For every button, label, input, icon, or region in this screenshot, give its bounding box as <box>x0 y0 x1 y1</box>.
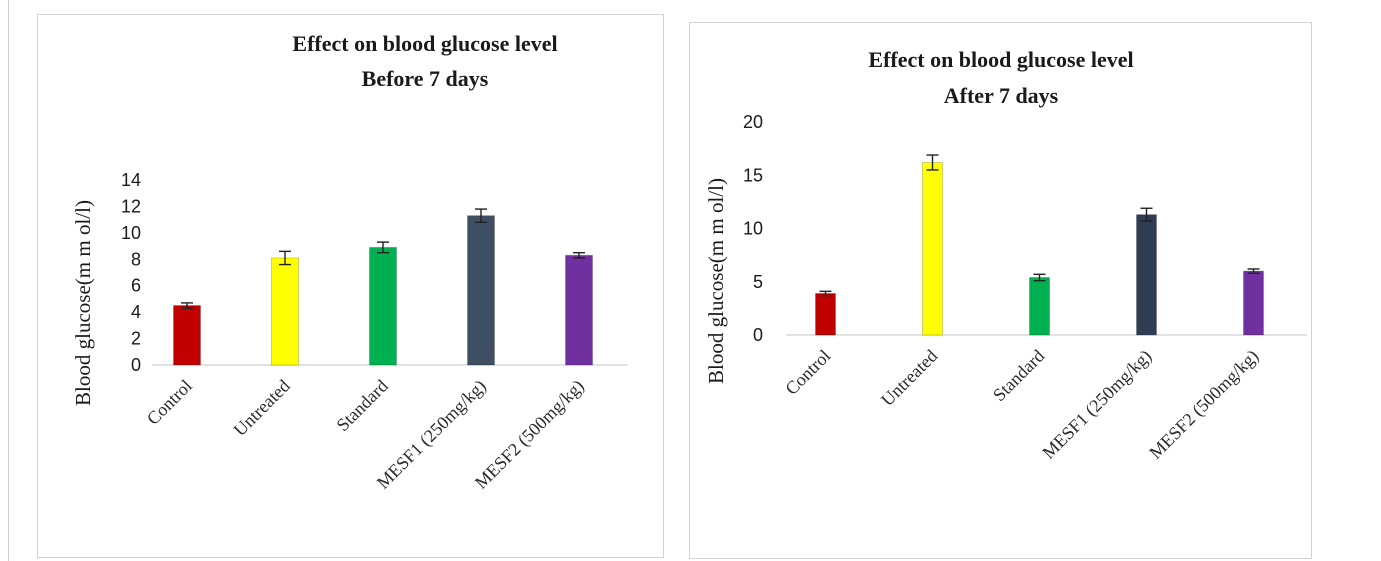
y-tick-label: 20 <box>743 112 763 132</box>
chart-panel-before: Effect on blood glucose level Before 7 da… <box>37 14 664 558</box>
error-bar <box>1140 207 1153 222</box>
x-category-label: MESF1 (250mg/kg) <box>1038 346 1156 464</box>
error-bar <box>279 250 291 266</box>
x-category-label: Untreated <box>230 376 294 440</box>
error-bar <box>1033 273 1046 282</box>
chart-panel-after: Effect on blood glucose level After 7 day… <box>689 22 1312 559</box>
y-axis-label: Blood glucose(m m ol/l) <box>704 178 728 384</box>
x-category-label: Control <box>143 376 196 429</box>
error-bar <box>377 241 389 254</box>
y-tick-label: 8 <box>131 249 141 269</box>
error-bar <box>181 302 193 309</box>
chart-title: Effect on blood glucose level <box>868 47 1133 72</box>
chart-after-7-days: Effect on blood glucose level After 7 day… <box>704 47 1307 464</box>
bar-mesf1-250mg-kg <box>1136 214 1157 336</box>
chart-subtitle: After 7 days <box>944 83 1059 108</box>
bar-mesf2-500mg-kg <box>1243 270 1264 336</box>
y-axis-label: Blood glucose(m m ol/l) <box>71 200 95 406</box>
x-category-label: Control <box>781 346 834 399</box>
chart-subtitle: Before 7 days <box>362 66 489 91</box>
y-tick-label: 0 <box>753 325 763 345</box>
x-category-label: MESF2 (500mg/kg) <box>1145 346 1263 464</box>
bar-untreated <box>271 257 299 366</box>
bar-untreated <box>922 161 943 336</box>
y-tick-label: 0 <box>131 355 141 375</box>
y-tick-label: 4 <box>131 302 141 322</box>
chart-title: Effect on blood glucose level <box>292 31 557 56</box>
y-tick-label: 6 <box>131 276 141 296</box>
y-tick-label: 2 <box>131 329 141 349</box>
y-tick-label: 14 <box>121 170 141 190</box>
bar-control <box>815 292 836 336</box>
y-tick-label: 12 <box>121 196 141 216</box>
page-left-rule <box>8 0 9 561</box>
x-category-label: Untreated <box>877 346 941 410</box>
bar-mesf1-250mg-kg <box>467 215 495 366</box>
error-bar <box>475 208 487 223</box>
error-bar <box>1247 268 1260 274</box>
error-bar <box>573 251 585 259</box>
y-tick-label: 10 <box>743 219 763 239</box>
y-tick-label: 10 <box>121 223 141 243</box>
y-tick-label: 15 <box>743 165 763 185</box>
x-category-label: Standard <box>989 346 1048 405</box>
bar-mesf2-500mg-kg <box>565 254 593 366</box>
bar-standard <box>369 246 397 366</box>
error-bar <box>819 290 832 297</box>
bar-standard <box>1029 276 1050 336</box>
x-category-label: MESF2 (500mg/kg) <box>471 376 589 494</box>
x-category-label: Standard <box>332 376 391 435</box>
error-bar <box>926 154 939 171</box>
bar-control <box>173 305 201 366</box>
y-tick-label: 5 <box>753 272 763 292</box>
chart-before-7-days: Effect on blood glucose level Before 7 da… <box>71 31 628 494</box>
